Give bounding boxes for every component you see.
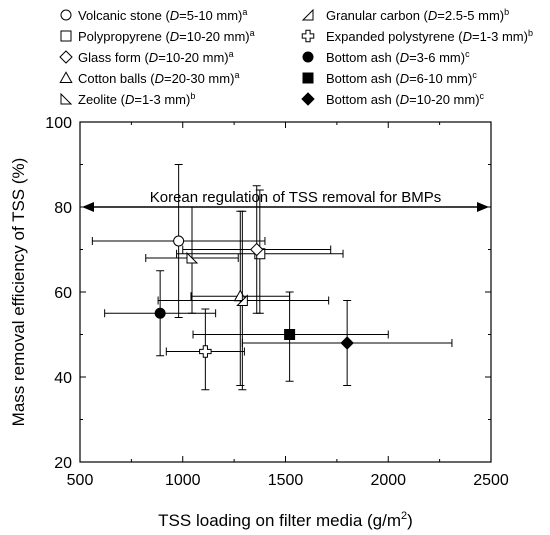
regulation-arrow: Korean regulation of TSS removal for BMP… xyxy=(82,189,489,212)
x-axis-title: TSS loading on filter media (g/m2) xyxy=(158,510,413,530)
x-tick-label: 2000 xyxy=(370,472,406,489)
legend-marker xyxy=(59,71,73,83)
legend-marker xyxy=(301,29,315,43)
legend-label: Zeolite (D=1-3 mm)b xyxy=(78,91,195,107)
x-tick-label: 2500 xyxy=(473,472,509,489)
legend-item: Granular carbon (D=2.5-5 mm)b xyxy=(301,7,509,23)
point-marker xyxy=(284,329,296,340)
legend-item: Glass form (D=10-20 mm)a xyxy=(59,49,234,65)
legend-item: Zeolite (D=1-3 mm)b xyxy=(60,91,195,107)
data-point xyxy=(241,300,453,386)
legend-marker xyxy=(302,72,314,84)
data-point xyxy=(182,185,332,314)
legend-item: Bottom ash (D=10-20 mm)c xyxy=(301,91,485,107)
legend-label: Polypropyrene (D=10-20 mm)a xyxy=(78,28,255,44)
legend-marker xyxy=(301,92,315,106)
x-tick-label: 1000 xyxy=(165,472,201,489)
legend-label: Bottom ash (D=3-6 mm)c xyxy=(326,49,470,65)
plot-frame xyxy=(79,121,492,463)
point-marker xyxy=(186,251,199,264)
legend-item: Polypropyrene (D=10-20 mm)a xyxy=(60,28,255,44)
y-tick-label: 20 xyxy=(54,455,72,472)
legend-item: Volcanic stone (D=5-10 mm)a xyxy=(60,7,247,23)
legend-label: Bottom ash (D=6-10 mm)c xyxy=(326,70,477,86)
legend-item: Bottom ash (D=3-6 mm)c xyxy=(302,49,470,65)
data-point xyxy=(192,291,389,382)
point-marker xyxy=(250,242,264,257)
legend-label: Expanded polystyrene (D=1-3 mm)b xyxy=(326,28,533,44)
y-tick-label: 40 xyxy=(54,370,72,387)
point-marker xyxy=(173,235,185,247)
legend-item: Cotton balls (D=20-30 mm)a xyxy=(59,70,239,86)
legend-item: Bottom ash (D=6-10 mm)c xyxy=(302,70,477,86)
point-marker xyxy=(236,294,248,306)
data-point xyxy=(145,206,239,314)
point-marker xyxy=(340,336,354,350)
legend-marker xyxy=(59,50,73,64)
data-points xyxy=(91,164,453,391)
legend-label: Cotton balls (D=20-30 mm)a xyxy=(78,70,239,86)
x-tick-label: 500 xyxy=(67,472,94,489)
legend-item: Expanded polystyrene (D=1-3 mm)b xyxy=(301,28,533,44)
legend-label: Bottom ash (D=10-20 mm)c xyxy=(326,91,485,107)
y-axis-title: Mass removal efficiency of TSS (%) xyxy=(9,158,28,427)
legend-label: Glass form (D=10-20 mm)a xyxy=(78,49,234,65)
legend-marker xyxy=(60,92,73,105)
data-point xyxy=(165,308,245,391)
legend: Volcanic stone (D=5-10 mm)a Polypropyrene… xyxy=(59,7,533,107)
legend-label: Volcanic stone (D=5-10 mm)a xyxy=(78,7,247,23)
y-tick-label: 60 xyxy=(54,285,72,302)
legend-label: Granular carbon (D=2.5-5 mm)b xyxy=(326,7,509,23)
x-tick-label: 1500 xyxy=(268,472,304,489)
y-tick-label: 100 xyxy=(45,115,72,132)
x-axis: 500 1000 1500 2000 2500 xyxy=(67,122,509,489)
legend-marker xyxy=(302,51,314,63)
y-axis: 20 40 60 80 100 xyxy=(45,115,491,472)
arrow-head-left xyxy=(82,202,94,212)
point-marker xyxy=(199,345,212,358)
arrow-head-right xyxy=(477,202,489,212)
legend-marker xyxy=(301,8,314,21)
data-point xyxy=(104,270,217,357)
data-point xyxy=(157,210,330,391)
y-tick-label: 80 xyxy=(54,200,72,217)
legend-marker xyxy=(60,30,72,42)
legend-marker xyxy=(60,9,72,21)
regulation-label: Korean regulation of TSS removal for BMP… xyxy=(150,189,442,206)
point-marker xyxy=(154,307,166,319)
data-point xyxy=(91,164,266,318)
